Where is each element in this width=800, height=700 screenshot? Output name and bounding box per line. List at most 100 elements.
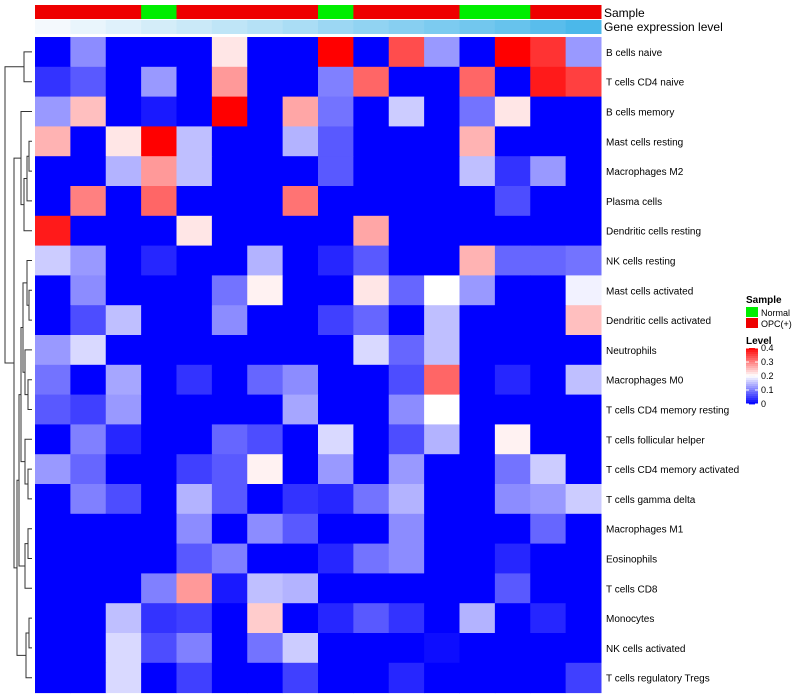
heatmap-cell-r21-c12 <box>424 633 460 664</box>
heatmap-cell-r5-c14 <box>494 156 531 187</box>
sample-cell-14 <box>494 5 531 19</box>
expression-cell-6 <box>211 20 248 34</box>
heatmap-cell-r21-c16 <box>565 633 602 664</box>
heatmap-cell-r18-c1 <box>35 543 71 574</box>
heatmap-cell-r16-c4 <box>141 484 177 515</box>
heatmap-cell-r10-c2 <box>70 305 107 336</box>
row-label: Plasma cells <box>606 197 662 208</box>
heatmap-cell-r16-c16 <box>565 484 602 515</box>
heatmap-cell-r20-c16 <box>565 603 602 634</box>
row-label: Monocytes <box>606 614 654 625</box>
heatmap-cell-r3-c11 <box>388 96 425 127</box>
heatmap-cell-r21-c11 <box>388 633 425 664</box>
dendrogram-branch <box>23 51 32 83</box>
row-label: T cells regulatory Tregs <box>606 674 710 685</box>
heatmap-cell-r17-c12 <box>424 513 460 545</box>
heatmap-cell-r22-c14 <box>494 662 531 694</box>
heatmap-cell-r4-c3 <box>105 126 142 157</box>
level-legend-label: 0.3 <box>761 357 774 367</box>
heatmap-cell-r11-c14 <box>494 335 531 366</box>
heatmap-cell-r3-c9 <box>318 96 354 127</box>
heatmap-cell-r4-c5 <box>176 126 213 157</box>
expression-cell-8 <box>282 20 319 34</box>
heatmap-cell-r3-c7 <box>247 96 284 127</box>
row-label: T cells CD4 naive <box>606 78 685 89</box>
row-label: T cells CD4 memory resting <box>606 406 729 417</box>
heatmap-cell-r19-c1 <box>35 573 71 604</box>
heatmap-cell-r20-c13 <box>459 603 496 634</box>
dendrogram-branch <box>23 178 32 232</box>
row-label: Dendritic cells resting <box>606 227 701 238</box>
heatmap-cell-r22-c3 <box>105 662 142 694</box>
heatmap-cell-r21-c2 <box>70 633 107 664</box>
row-label: Eosinophils <box>606 555 657 566</box>
heatmap-cell-r15-c3 <box>105 454 142 485</box>
heatmap-cell-r8-c12 <box>424 245 460 276</box>
heatmap-cell-r20-c6 <box>211 603 248 634</box>
level-legend-label: 0.4 <box>761 343 774 353</box>
heatmap-cell-r17-c16 <box>565 513 602 545</box>
heatmap-cell-r18-c5 <box>176 543 213 574</box>
heatmap-cell-r22-c7 <box>247 662 284 694</box>
level-legend-step <box>746 354 758 357</box>
level-legend-step <box>746 374 758 377</box>
heatmap-cell-r14-c8 <box>282 424 319 455</box>
heatmap-cell-r18-c14 <box>494 543 531 574</box>
heatmap-cell-r12-c9 <box>318 364 354 396</box>
sample-cell-2 <box>70 5 107 19</box>
heatmap-cell-r8-c2 <box>70 245 107 276</box>
row-label: NK cells activated <box>606 644 685 655</box>
level-legend-step <box>746 362 758 365</box>
heatmap-cell-r7-c1 <box>35 215 71 247</box>
heatmap-cell-r6-c6 <box>211 186 248 217</box>
heatmap-cell-r7-c16 <box>565 215 602 247</box>
heatmap-cell-r4-c6 <box>211 126 248 157</box>
heatmap-cell-r15-c15 <box>530 454 567 485</box>
heatmap-cell-r5-c15 <box>530 156 567 187</box>
heatmap-cell-r1-c16 <box>565 37 602 68</box>
row-label: Mast cells resting <box>606 137 683 148</box>
heatmap-cell-r7-c13 <box>459 215 496 247</box>
dendrogram-branch <box>28 289 32 321</box>
heatmap-cell-r16-c7 <box>247 484 284 515</box>
heatmap-cell-r10-c14 <box>494 305 531 336</box>
heatmap-cell-r18-c4 <box>141 543 177 574</box>
row-label: T cells follicular helper <box>606 435 705 446</box>
heatmap-cell-r12-c4 <box>141 364 177 396</box>
heatmap-cell-r7-c14 <box>494 215 531 247</box>
heatmap-cell-r22-c15 <box>530 662 567 694</box>
heatmap-cell-r14-c16 <box>565 424 602 455</box>
heatmap-cell-r11-c15 <box>530 335 567 366</box>
heatmap-cell-r9-c10 <box>353 275 390 306</box>
heatmap-cell-r3-c10 <box>353 96 390 127</box>
level-legend-step <box>746 386 758 389</box>
heatmap-cell-r22-c5 <box>176 662 213 694</box>
heatmap-cell-r12-c1 <box>35 364 71 396</box>
heatmap-cell-r15-c9 <box>318 454 354 485</box>
heatmap-cell-r18-c7 <box>247 543 284 574</box>
heatmap-cell-r5-c8 <box>282 156 319 187</box>
heatmap-cell-r11-c9 <box>318 335 354 366</box>
heatmap-cell-r2-c5 <box>176 66 213 98</box>
heatmap-cell-r11-c2 <box>70 335 107 366</box>
heatmap-cell-r7-c10 <box>353 215 390 247</box>
expression-cell-1 <box>35 20 71 34</box>
heatmap-cell-r9-c7 <box>247 275 284 306</box>
level-legend-title: Level <box>746 336 772 347</box>
heatmap-cell-r7-c8 <box>282 215 319 247</box>
heatmap-cell-r21-c7 <box>247 633 284 664</box>
heatmap-cell-r21-c9 <box>318 633 354 664</box>
heatmap-cell-r6-c7 <box>247 186 284 217</box>
heatmap-cell-r9-c5 <box>176 275 213 306</box>
heatmap-cell-r11-c11 <box>388 335 425 366</box>
heatmap-cell-r19-c7 <box>247 573 284 604</box>
heatmap-cell-r17-c1 <box>35 513 71 545</box>
heatmap-cell-r20-c5 <box>176 603 213 634</box>
heatmap-cell-r3-c16 <box>565 96 602 127</box>
heatmap-cell-r16-c8 <box>282 484 319 515</box>
heatmap-cell-r1-c13 <box>459 37 496 68</box>
heatmap-cell-r2-c3 <box>105 66 142 98</box>
heatmap-cell-r13-c14 <box>494 394 531 425</box>
heatmap-cell-r8-c3 <box>105 245 142 276</box>
